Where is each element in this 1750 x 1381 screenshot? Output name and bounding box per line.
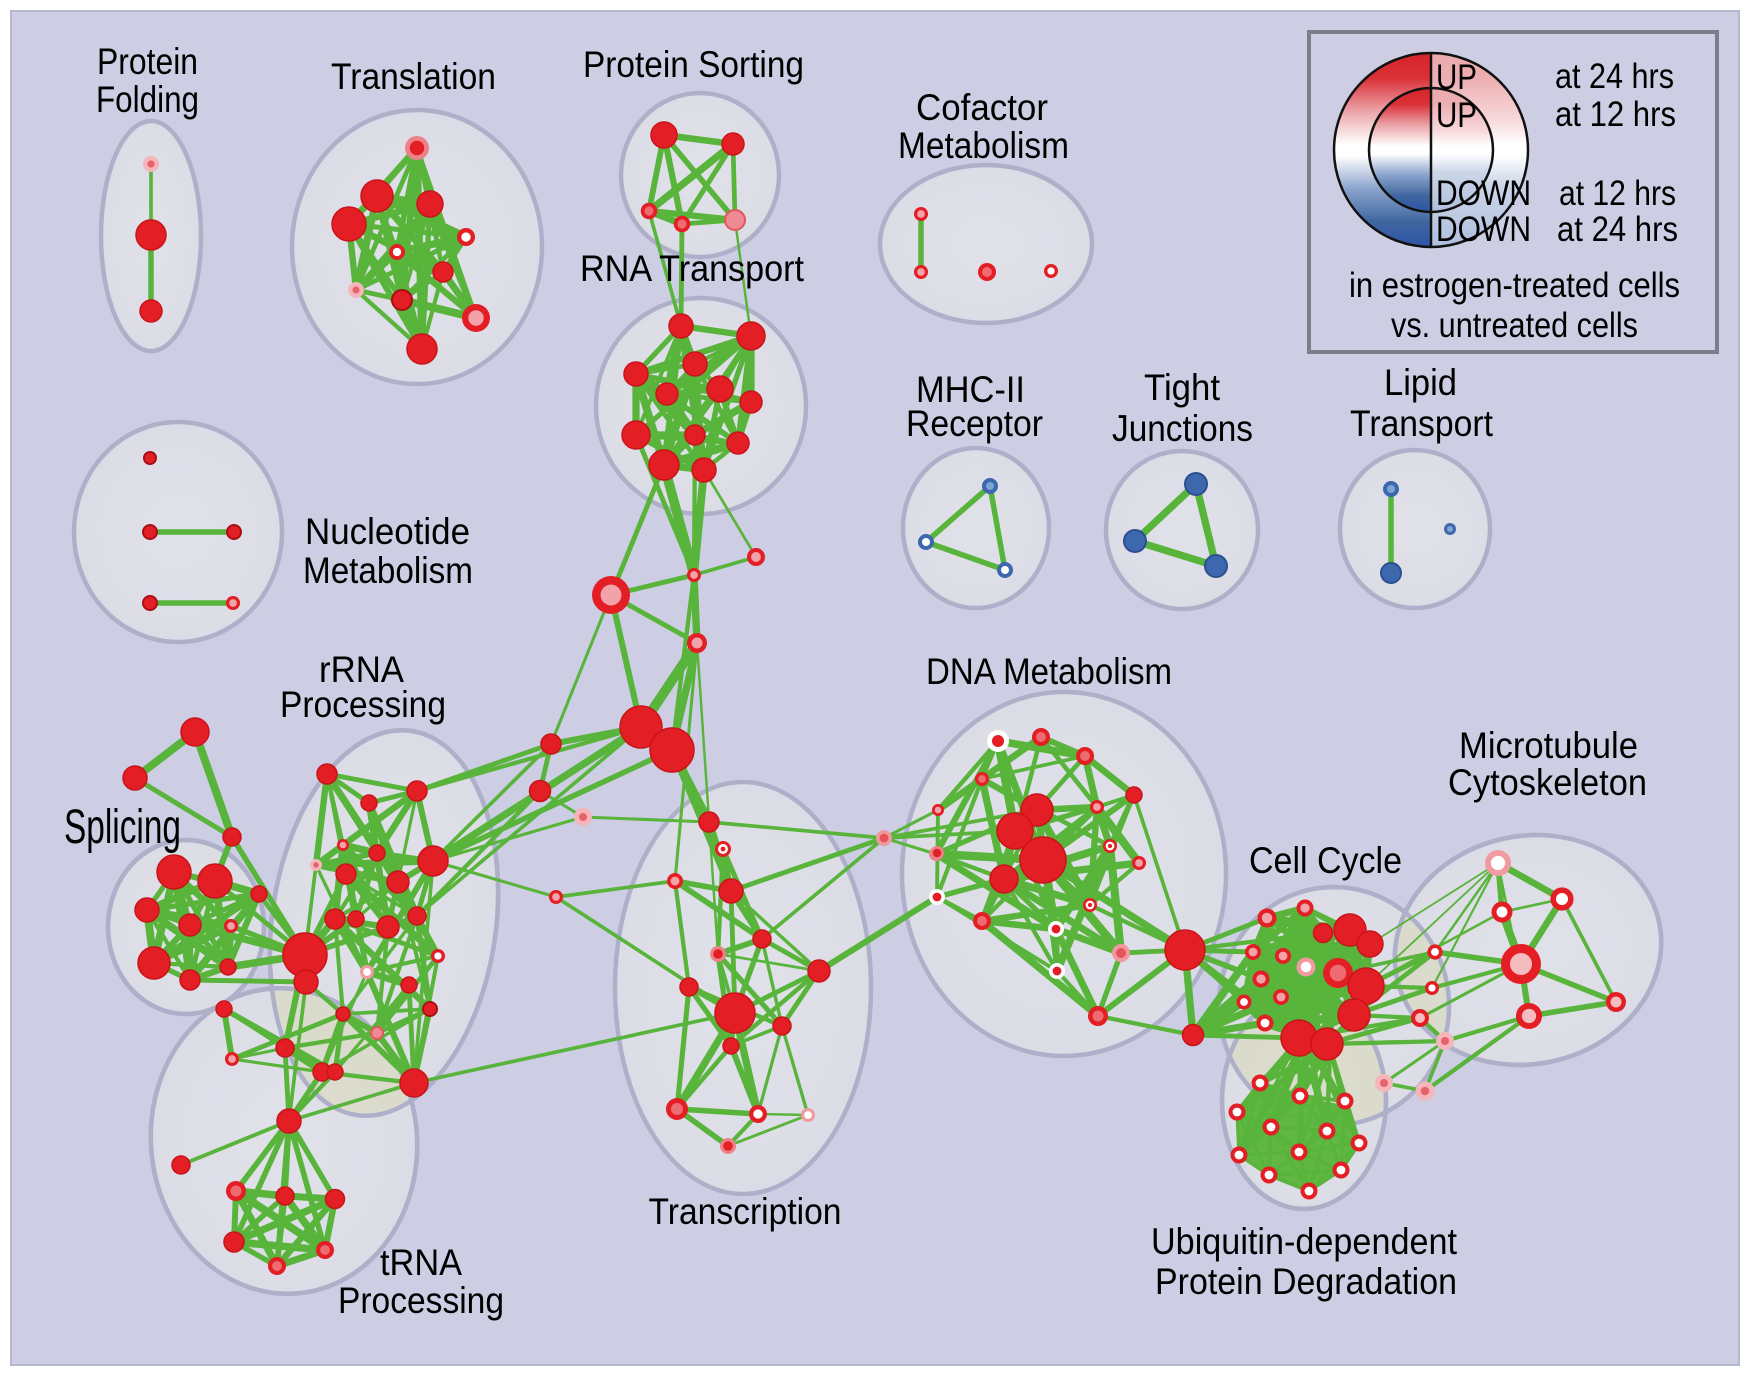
svg-text:DNA Metabolism: DNA Metabolism xyxy=(926,651,1172,692)
svg-text:Processing: Processing xyxy=(280,684,446,725)
svg-text:Splicing: Splicing xyxy=(64,801,181,854)
svg-text:Ubiquitin-dependent: Ubiquitin-dependent xyxy=(1151,1221,1458,1262)
svg-text:rRNA: rRNA xyxy=(319,649,404,690)
svg-text:Transport: Transport xyxy=(1350,403,1494,444)
svg-text:UP: UP xyxy=(1436,96,1477,135)
svg-text:RNA Transport: RNA Transport xyxy=(580,248,805,289)
svg-text:DOWN: DOWN xyxy=(1436,210,1531,249)
svg-text:at 24 hrs: at 24 hrs xyxy=(1557,210,1678,249)
svg-text:in estrogen-treated cells: in estrogen-treated cells xyxy=(1349,266,1680,305)
svg-text:Metabolism: Metabolism xyxy=(303,550,473,591)
svg-text:Transcription: Transcription xyxy=(649,1191,842,1232)
svg-text:Tight: Tight xyxy=(1144,367,1221,408)
svg-text:Cell Cycle: Cell Cycle xyxy=(1249,840,1402,881)
svg-text:Junctions: Junctions xyxy=(1112,408,1253,449)
svg-text:Translation: Translation xyxy=(331,56,496,97)
svg-text:Protein: Protein xyxy=(97,41,198,82)
svg-text:Metabolism: Metabolism xyxy=(898,125,1069,166)
svg-text:Receptor: Receptor xyxy=(906,403,1043,444)
svg-text:Protein Degradation: Protein Degradation xyxy=(1155,1261,1457,1302)
svg-text:DOWN: DOWN xyxy=(1436,174,1531,213)
svg-text:at 12 hrs: at 12 hrs xyxy=(1555,95,1676,134)
svg-text:UP: UP xyxy=(1436,58,1477,97)
svg-text:Folding: Folding xyxy=(96,79,199,120)
svg-text:Microtubule: Microtubule xyxy=(1459,725,1638,766)
svg-text:at 24 hrs: at 24 hrs xyxy=(1555,57,1674,96)
svg-text:tRNA: tRNA xyxy=(380,1242,462,1283)
svg-text:Cofactor: Cofactor xyxy=(916,87,1048,128)
svg-text:Nucleotide: Nucleotide xyxy=(305,511,470,552)
svg-text:Cytoskeleton: Cytoskeleton xyxy=(1448,762,1647,803)
svg-text:vs. untreated cells: vs. untreated cells xyxy=(1391,306,1638,345)
svg-text:Protein Sorting: Protein Sorting xyxy=(583,44,804,85)
svg-text:Processing: Processing xyxy=(338,1280,504,1321)
svg-text:MHC-II: MHC-II xyxy=(916,369,1025,410)
svg-text:Lipid: Lipid xyxy=(1384,362,1457,403)
svg-text:at 12 hrs: at 12 hrs xyxy=(1559,174,1676,213)
